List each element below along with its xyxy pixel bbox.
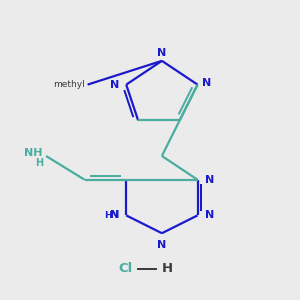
Text: N: N bbox=[206, 210, 215, 220]
Text: H: H bbox=[35, 158, 43, 168]
Text: N: N bbox=[206, 175, 215, 185]
Text: Cl: Cl bbox=[118, 262, 132, 275]
Text: N: N bbox=[157, 48, 167, 59]
Text: N: N bbox=[110, 80, 120, 90]
Text: N: N bbox=[110, 210, 120, 220]
Text: H: H bbox=[162, 262, 173, 275]
Text: N: N bbox=[202, 78, 211, 88]
Text: methyl: methyl bbox=[53, 80, 85, 89]
Text: N: N bbox=[110, 210, 120, 220]
Text: H: H bbox=[105, 211, 112, 220]
Text: NH: NH bbox=[25, 148, 43, 158]
Text: N: N bbox=[157, 239, 167, 250]
